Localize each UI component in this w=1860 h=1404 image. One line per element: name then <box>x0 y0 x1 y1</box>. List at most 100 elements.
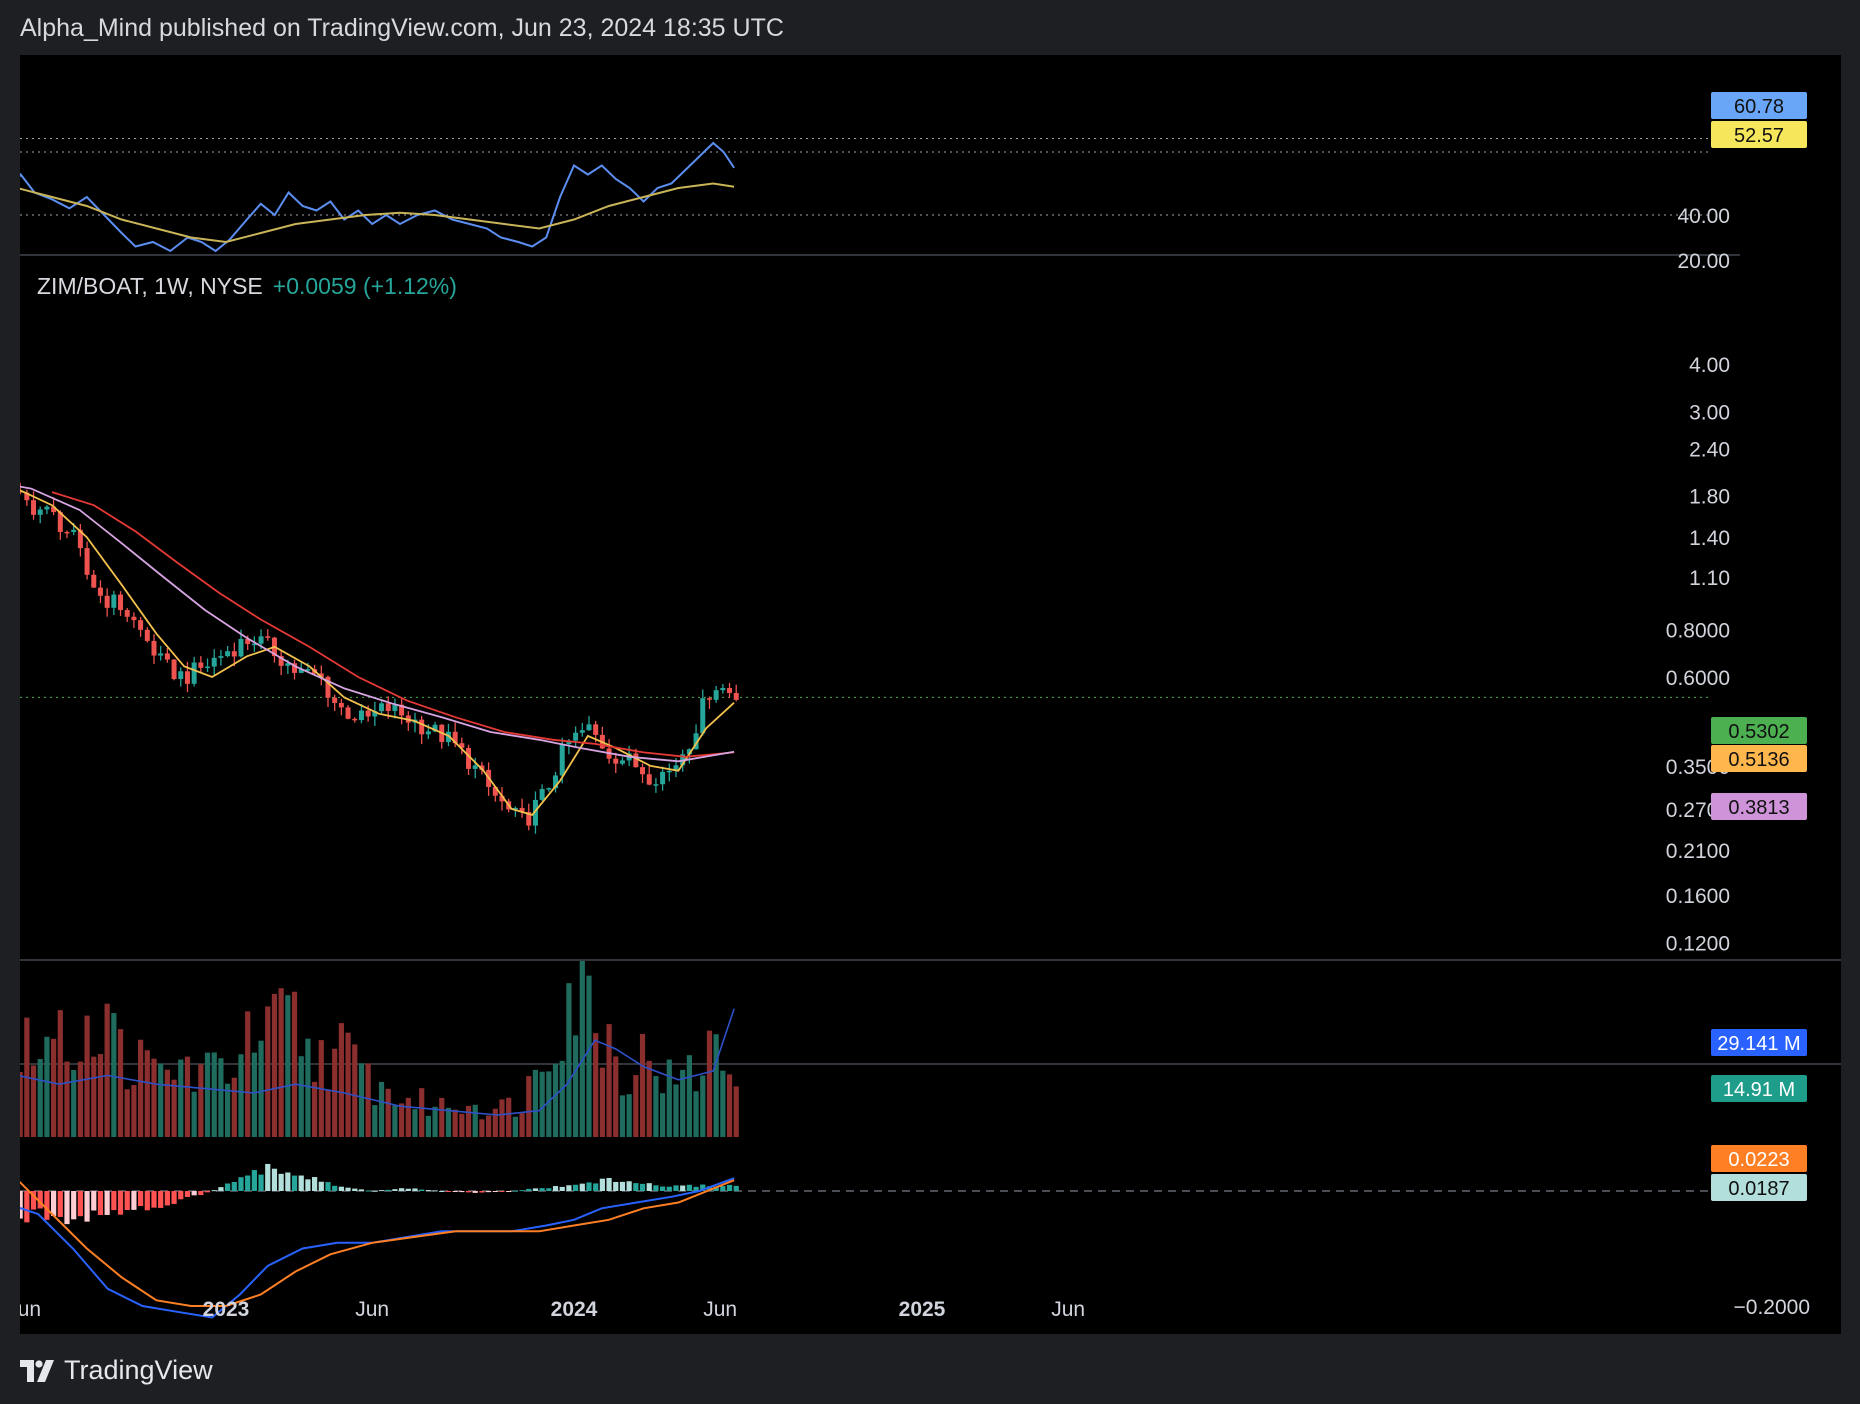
macd-histogram-bar <box>30 1191 37 1210</box>
candle-body <box>198 662 204 668</box>
price-tick-label: 0.1200 <box>1666 933 1730 956</box>
candle-body <box>512 807 518 810</box>
signal-line <box>0 1158 735 1307</box>
candle-body <box>184 671 190 684</box>
volume-bar <box>559 1060 565 1137</box>
macd-histogram-bar <box>713 1186 719 1191</box>
macd-histogram-bar <box>144 1191 150 1211</box>
macd-histogram-bar <box>358 1189 365 1191</box>
macd-histogram-bar <box>251 1170 257 1191</box>
volume-bar <box>372 1105 378 1137</box>
rsi-ma-value-badge: 52.57 <box>1711 121 1807 148</box>
candle-body <box>499 795 505 802</box>
macd-histogram-bar <box>104 1191 110 1215</box>
macd-histogram-bar <box>71 1191 77 1220</box>
volume-bar <box>312 1081 318 1137</box>
volume-bar <box>345 1032 351 1137</box>
symbol-legend[interactable]: ZIM/BOAT, 1W, NYSE +0.0059 (+1.12%) <box>37 273 457 300</box>
candle-body <box>352 718 358 721</box>
candle-body <box>298 669 304 673</box>
candle-body <box>138 620 144 630</box>
ema-slow-value-badge-text: 0.3813 <box>1728 797 1789 819</box>
rsi-tick-label: 20.00 <box>1677 250 1730 273</box>
macd-histogram-bar <box>492 1191 498 1192</box>
volume-bar <box>579 960 585 1137</box>
volume-ma-value-badge: 29.141 M <box>1711 1029 1807 1056</box>
price-tick-label: 0.1600 <box>1666 885 1730 908</box>
volume-bar <box>251 1052 257 1137</box>
candle-body <box>519 807 525 812</box>
volume-bar <box>706 1030 713 1137</box>
candle-body <box>539 788 545 800</box>
candle-body <box>178 671 184 680</box>
macd-histogram-bar <box>77 1191 83 1217</box>
rsi-value-badge-bg <box>1711 92 1807 119</box>
volume-bar <box>419 1088 425 1137</box>
volume-bar <box>653 1076 659 1137</box>
volume-bar <box>506 1097 512 1137</box>
symbol-label: ZIM/BOAT, 1W, NYSE <box>37 273 263 299</box>
candle-body <box>706 698 712 700</box>
volume-bar <box>365 1063 371 1137</box>
candle-body <box>251 643 257 646</box>
volume-bar <box>519 1113 525 1137</box>
macd-histogram-bar <box>291 1175 298 1191</box>
macd-histogram-bar <box>519 1190 525 1192</box>
volume-bar <box>144 1050 150 1137</box>
candle-body <box>285 663 291 666</box>
macd-histogram-bar <box>506 1191 512 1192</box>
price-tick-label: 0.6000 <box>1666 667 1730 690</box>
volume-bar <box>258 1040 264 1137</box>
candle-body <box>332 697 338 703</box>
volume-bar <box>184 1056 191 1137</box>
volume-bar <box>686 1055 692 1137</box>
macd-histogram-bar <box>445 1191 452 1192</box>
volume-bar <box>486 1115 492 1137</box>
candle-body <box>57 512 63 532</box>
macd-histogram-bar <box>238 1177 244 1191</box>
macd-histogram-bar <box>191 1191 197 1196</box>
macd-histogram-bar <box>171 1191 177 1204</box>
candle-body <box>24 492 30 501</box>
candle-body <box>218 656 224 658</box>
candle-body <box>338 702 344 708</box>
macd-histogram-bar <box>660 1186 666 1191</box>
candle-body <box>579 730 585 733</box>
candle-body <box>646 774 652 785</box>
ema-mid-line <box>51 491 735 758</box>
volume-bar <box>613 1056 619 1137</box>
macd-histogram-bar <box>726 1184 733 1191</box>
macd-histogram-bar <box>573 1184 579 1191</box>
rsi-value-badge: 60.78 <box>1711 92 1807 119</box>
macd-histogram-bar <box>184 1191 191 1197</box>
chart-area[interactable]: 40.00 20.00 4.00 3.00 2.40 1.80 1.40 1.10 0.8000… <box>0 55 1841 1334</box>
ema-fast-value-badge: 0.5136 <box>1711 745 1807 772</box>
time-axis-label: Jun <box>1051 1298 1085 1321</box>
macd-histogram-bar <box>432 1190 438 1192</box>
chart-svg[interactable]: 40.00 20.00 4.00 3.00 2.40 1.80 1.40 1.10 0.8000… <box>0 55 1841 1334</box>
candle-body <box>666 770 672 773</box>
macd-histogram-bar <box>151 1191 157 1208</box>
tradingview-logo-icon[interactable] <box>20 1359 54 1382</box>
candle-body <box>619 760 625 764</box>
candle-body <box>532 799 538 826</box>
macd-histogram-bar <box>204 1191 211 1193</box>
volume-bar <box>412 1109 418 1137</box>
volume-bar <box>472 1104 478 1137</box>
volume-bar <box>378 1081 385 1137</box>
brand-name[interactable]: TradingView <box>64 1355 213 1385</box>
candle-body <box>566 740 572 745</box>
signal-value-badge-bg <box>1711 1145 1807 1172</box>
candle-body <box>258 636 264 644</box>
candle-body <box>64 531 70 534</box>
candle-body <box>419 719 425 735</box>
time-axis-label: 2024 <box>551 1298 598 1321</box>
macd-histogram-bar <box>693 1186 699 1191</box>
volume-bar <box>465 1105 472 1137</box>
candle-body <box>693 733 699 750</box>
candle-body <box>97 587 103 596</box>
macd-histogram-bar <box>245 1175 251 1191</box>
candle-body <box>245 638 251 644</box>
macd-histogram-bar <box>606 1177 612 1191</box>
volume-bar <box>265 1006 271 1137</box>
